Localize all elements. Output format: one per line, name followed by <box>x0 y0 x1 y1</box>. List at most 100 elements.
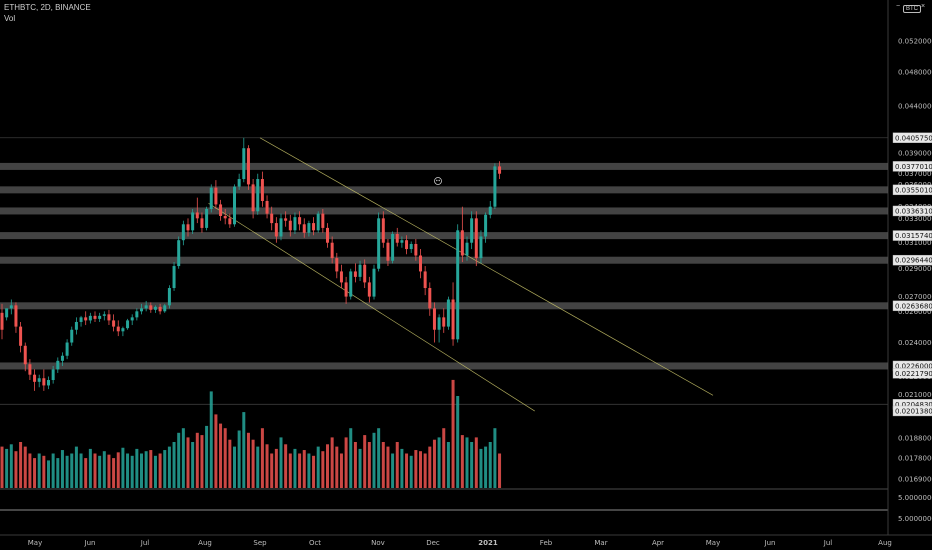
support-resistance-zone <box>0 302 888 310</box>
time-axis-tick: Aug <box>878 539 892 547</box>
candle-body <box>353 271 357 277</box>
candle-body <box>130 317 134 321</box>
candle-body <box>14 305 18 327</box>
volume-bar <box>19 442 23 488</box>
price-axis-tick: 0.01690000 <box>898 476 932 484</box>
volume-bar <box>116 452 120 488</box>
volume-bar <box>446 442 450 488</box>
volume-bar <box>372 432 376 488</box>
candle-body <box>344 282 348 297</box>
volume-bar <box>321 451 325 488</box>
time-axis-tick: Apr <box>652 539 664 547</box>
volume-bar <box>153 455 157 488</box>
time-axis-tick: May <box>706 539 720 547</box>
currency-badge[interactable]: BTC <box>903 5 921 13</box>
volume-bar <box>349 428 353 488</box>
volume-bar <box>112 458 116 488</box>
candle-body <box>335 258 339 272</box>
volume-bar <box>419 451 422 488</box>
candle-body <box>423 271 427 289</box>
volume-bar <box>423 453 427 488</box>
price-axis-tick: 0.03700000 <box>898 170 932 178</box>
volume-bar <box>256 446 260 488</box>
volume-bar <box>163 450 167 488</box>
volume-bar <box>307 453 311 488</box>
volume-bar <box>437 437 441 488</box>
volume-indicator-label[interactable]: Vol <box>4 14 16 23</box>
volume-bar <box>70 453 74 488</box>
price-axis-tick: 0.03100000 <box>898 239 932 247</box>
volume-axis: 5.00000000 5.00000000 <box>898 494 932 523</box>
volume-bar <box>335 446 339 488</box>
volume-bar <box>47 460 50 488</box>
candle-body <box>330 242 334 259</box>
candle-body <box>209 187 213 209</box>
candle-body <box>121 328 125 332</box>
candle-body <box>488 206 492 215</box>
price-tag-box <box>892 205 932 217</box>
decorations <box>434 177 442 185</box>
price-axis-tick: 0.02100000 <box>898 391 932 399</box>
volume-bar <box>339 453 343 488</box>
candle-body <box>98 315 102 319</box>
candle-body <box>205 208 209 228</box>
volume-bar <box>33 458 37 488</box>
candle-body <box>284 218 288 221</box>
volume-bar <box>74 446 78 488</box>
volume-bar <box>265 444 269 488</box>
candle-body <box>33 374 37 382</box>
volume-bar <box>330 437 334 488</box>
volume-bar <box>442 428 446 488</box>
volume-bar <box>246 432 250 488</box>
candle-body <box>372 268 376 297</box>
candle-body <box>493 166 497 207</box>
volume-bar <box>28 453 32 488</box>
volume-bar <box>65 455 69 488</box>
candle-body <box>446 299 450 327</box>
candle-body <box>409 243 413 250</box>
minimize-button[interactable]: − <box>896 3 901 10</box>
candle-body <box>102 314 106 316</box>
close-button[interactable]: × <box>921 3 926 10</box>
volume-bar <box>191 442 195 488</box>
candle-body <box>135 311 139 318</box>
volume-axis-tick: 5.00000000 <box>898 515 932 523</box>
support-resistance-zone <box>0 362 888 370</box>
time-axis-tick: Jun <box>84 539 96 547</box>
candle-body <box>363 264 367 283</box>
price-tag-box <box>892 405 932 417</box>
candle-body <box>140 308 143 312</box>
time-axis: May Jun Jul Aug Sep Oct Nov Dec 2021 Feb Mar Apr May… <box>28 539 892 547</box>
volume-bar <box>79 453 83 488</box>
volume-bar <box>88 448 92 488</box>
candle-body <box>474 218 478 259</box>
candle-body <box>233 186 236 225</box>
candle-body <box>93 315 97 319</box>
candle-body <box>321 213 325 228</box>
drawing-marker-eye <box>436 179 438 182</box>
candle-body <box>498 166 502 174</box>
candle-body <box>270 213 274 224</box>
volume-bar <box>5 448 9 488</box>
time-axis-tick: Sep <box>253 539 267 547</box>
candle-body <box>126 320 130 329</box>
time-axis-tick: Nov <box>371 539 385 547</box>
volume-bar <box>98 455 102 488</box>
candle-body <box>51 369 55 381</box>
volume-bar <box>367 442 371 488</box>
time-axis-tick: Mar <box>594 539 607 547</box>
volume-bar <box>23 446 27 488</box>
candle-body <box>307 223 311 233</box>
candle-body <box>23 345 27 365</box>
candle-body <box>153 306 157 310</box>
candle-body <box>112 320 116 327</box>
trendline-lower <box>208 202 535 412</box>
